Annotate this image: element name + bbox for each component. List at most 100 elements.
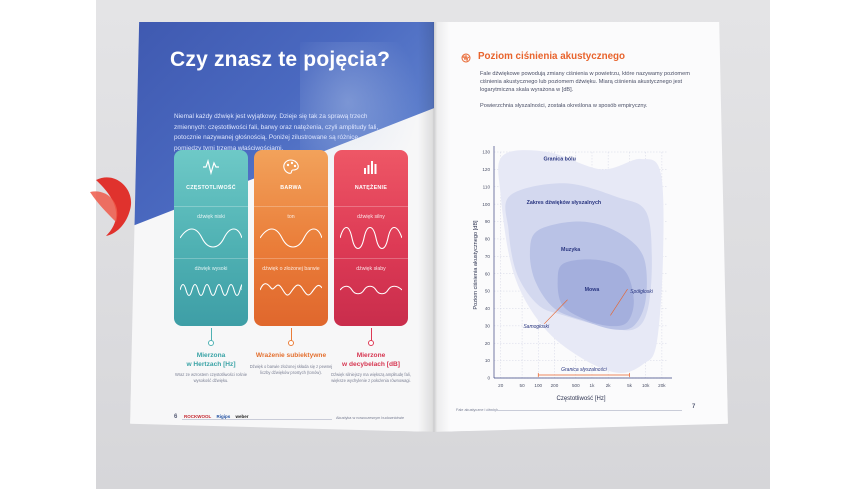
connector-dot xyxy=(368,340,374,346)
intro-paragraph: Niemal każdy dźwięk jest wyjątkowy. Dzie… xyxy=(174,113,379,152)
annotation-leader xyxy=(544,299,568,325)
y-tick-label: 80 xyxy=(485,237,491,242)
measure-line: w Hertzach [Hz] xyxy=(186,360,236,368)
wave-weak xyxy=(340,285,402,295)
wave-complex xyxy=(260,283,322,296)
page-number: 6 xyxy=(174,414,178,420)
divider xyxy=(174,206,248,207)
measure-intensity: Mierzone w decybelach [dB] xyxy=(329,352,413,369)
card-intensity: NATĘŻENIE dźwięk silny dźwięk słaby xyxy=(334,150,408,326)
divider xyxy=(254,258,328,259)
y-tick-label: 130 xyxy=(482,150,490,155)
x-tick-label: 100 xyxy=(534,383,542,388)
logo-rockwool: ROCKWOOL xyxy=(184,414,212,419)
ear-wave-icon xyxy=(461,53,471,63)
connector-dot xyxy=(288,340,294,346)
y-tick-label: 90 xyxy=(485,219,491,224)
divider xyxy=(254,206,328,207)
connector xyxy=(211,328,212,342)
annotation-vowels: Samogłoski xyxy=(523,324,550,330)
chart-axes: 0 10 20 30 40 50 60 70 80 90 100 110 120 130 20 50 100 20… xyxy=(473,146,672,402)
y-axis-label: Poziom ciśnienia akustycznego [dB] xyxy=(473,220,479,310)
measure-timbre: Wrażenie subiektywne xyxy=(249,352,333,361)
card-label: BARWA xyxy=(280,185,302,191)
y-tick-label: 60 xyxy=(485,271,491,276)
region-label: Mowa xyxy=(585,287,600,293)
annotation-consonants: Spółgłoski xyxy=(630,289,654,295)
card-label: CZĘSTOTLIWOŚĆ xyxy=(186,185,236,191)
waveform-icon xyxy=(203,158,219,176)
y-tick-label: 110 xyxy=(483,184,491,189)
measure-line: w decybelach [dB] xyxy=(342,360,400,368)
measure-line: Mierzona xyxy=(196,352,226,359)
left-page: Czy znasz te pojęcia? Niemal każdy dźwię… xyxy=(130,22,434,432)
wave-tone xyxy=(260,228,322,248)
y-tick-label: 120 xyxy=(482,167,490,172)
connector-dot xyxy=(208,340,214,346)
x-tick-label: 2k xyxy=(606,383,612,388)
paragraph: Fale dźwiękowe powodują zmiany ciśnienia… xyxy=(480,71,690,93)
row-label: ton xyxy=(287,214,295,220)
wave-low xyxy=(180,228,242,248)
page-title: Czy znasz te pojęcia? xyxy=(170,48,391,71)
divider xyxy=(334,258,408,259)
y-tick-label: 100 xyxy=(482,202,490,207)
wave-high xyxy=(180,283,242,297)
region-speech xyxy=(557,259,634,327)
x-axis-label: Częstotliwość [Hz] xyxy=(556,396,605,402)
card-frequency: CZĘSTOTLIWOŚĆ dźwięk niski dźwięk wysoki xyxy=(174,150,248,326)
connector xyxy=(291,328,292,342)
y-tick-label: 10 xyxy=(485,358,491,363)
paragraph: Powierzchnia słyszalności, została okreś… xyxy=(480,103,648,109)
x-tick-label: 20 xyxy=(498,383,504,388)
x-tick-label: 200 xyxy=(551,383,559,388)
annotation-hearing-threshold: Granica słyszalności xyxy=(561,367,607,373)
row-label: dźwięk silny xyxy=(357,214,385,220)
measure-line: Wrażenie subiektywne xyxy=(255,352,327,359)
y-tick-label: 70 xyxy=(485,254,491,259)
y-tick-label: 0 xyxy=(487,376,490,381)
footer-text: Akustyka w nowoczesnym budownictwie xyxy=(336,416,405,420)
level-bars-icon xyxy=(364,161,377,174)
section-title: Poziom ciśnienia akustycznego xyxy=(478,51,625,62)
red-ribbon-decoration xyxy=(90,177,132,236)
wave-strong xyxy=(340,226,402,250)
note-frequency: Wraz ze wzrostem częstotliwości rośnie w… xyxy=(174,372,248,383)
row-label: dźwięk słaby xyxy=(356,266,386,272)
divider xyxy=(334,206,408,207)
x-tick-label: 500 xyxy=(572,383,580,388)
palette-icon xyxy=(283,159,299,174)
x-tick-label: 20k xyxy=(658,383,666,388)
measure-line: Mierzone xyxy=(356,352,386,359)
divider xyxy=(174,258,248,259)
region-label: Zakres dźwięków słyszalnych xyxy=(527,200,602,206)
region-label: Muzyka xyxy=(561,247,580,253)
x-tick-label: 50 xyxy=(520,383,526,388)
measure-frequency: Mierzona w Hertzach [Hz] xyxy=(169,352,253,369)
logo-weber: weber xyxy=(235,414,249,419)
x-tick-label: 1k xyxy=(590,383,596,388)
connector xyxy=(371,328,372,342)
hearing-area-chart: 0 10 20 30 40 50 60 70 80 90 100 110 120 130 20 50 100 20… xyxy=(473,146,672,402)
annotation-leader xyxy=(610,288,628,316)
right-page: Poziom ciśnienia akustycznego Fale dźwię… xyxy=(434,22,728,432)
logo-rigips: Rigips xyxy=(216,414,231,419)
card-label: NATĘŻENIE xyxy=(354,185,388,191)
partner-logos: ROCKWOOL Rigips weber xyxy=(184,414,253,419)
x-tick-label: 5k xyxy=(627,383,633,388)
page-number: 7 xyxy=(692,404,696,410)
y-tick-label: 50 xyxy=(485,289,491,294)
row-label: dźwięk wysoki xyxy=(194,266,228,272)
footer-rule xyxy=(486,410,682,411)
chart-regions xyxy=(498,150,664,373)
x-tick-label: 10k xyxy=(642,383,650,388)
y-tick-label: 40 xyxy=(485,306,491,311)
row-label: dźwięk niski xyxy=(197,214,225,220)
y-tick-label: 30 xyxy=(485,323,491,328)
row-label: dźwięk o złożonej barwie xyxy=(262,266,320,272)
book-spine-shadow xyxy=(418,22,450,432)
y-tick-label: 20 xyxy=(485,341,491,346)
region-label: Granica bólu xyxy=(543,157,575,163)
footer-text: Fale akustyczne i dźwięk xyxy=(456,408,498,412)
